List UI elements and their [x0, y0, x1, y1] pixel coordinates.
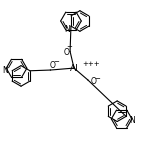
Text: +++: +++	[82, 61, 99, 67]
Text: Al: Al	[70, 64, 78, 73]
Text: −: −	[95, 76, 100, 82]
Text: O: O	[63, 48, 69, 57]
Text: −: −	[66, 44, 72, 51]
Text: O: O	[49, 61, 55, 70]
Text: N: N	[129, 116, 135, 125]
Text: N: N	[64, 25, 70, 34]
Text: N: N	[2, 66, 8, 75]
Text: −: −	[53, 59, 59, 65]
Text: O: O	[91, 77, 96, 86]
